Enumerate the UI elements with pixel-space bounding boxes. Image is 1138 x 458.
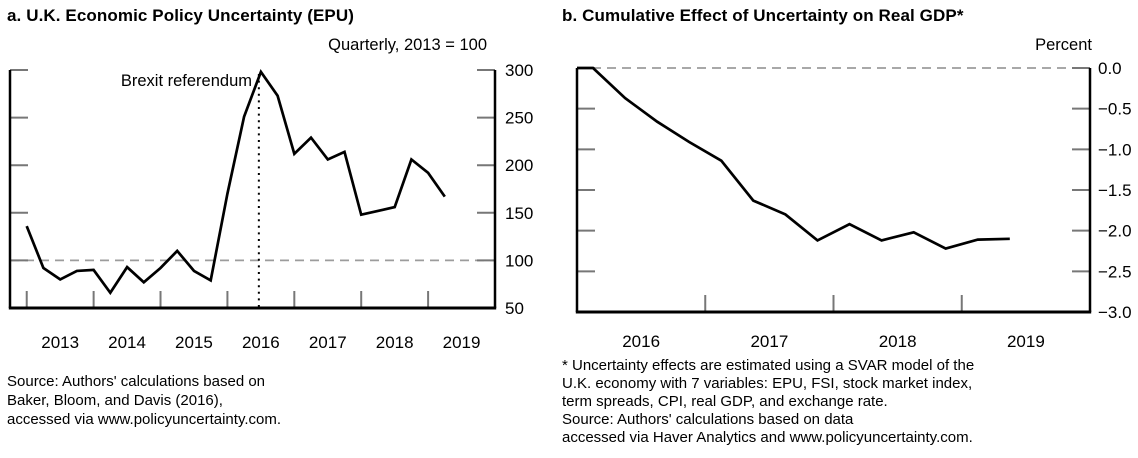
svg-text:250: 250	[505, 109, 533, 128]
svg-text:−2.5: −2.5	[1098, 262, 1132, 281]
svg-text:2015: 2015	[175, 333, 213, 352]
panel-b-title: b. Cumulative Effect of Uncertainty on R…	[562, 6, 964, 25]
epu-y-axis-labels: 300 250 200 150 100 50	[505, 61, 533, 318]
epu-axis-ticks	[10, 69, 495, 307]
svg-text:2014: 2014	[108, 333, 146, 352]
panel-a-title: a. U.K. Economic Policy Uncertainty (EPU…	[7, 6, 355, 25]
svg-text:200: 200	[505, 156, 533, 175]
gdp-data-line	[577, 66, 1010, 251]
svg-text:2019: 2019	[443, 333, 481, 352]
svg-text:300: 300	[505, 61, 533, 80]
svg-text:−1.5: −1.5	[1098, 181, 1132, 200]
svg-text:−1.0: −1.0	[1098, 140, 1132, 159]
svg-text:2016: 2016	[242, 333, 280, 352]
svg-text:50: 50	[505, 299, 524, 318]
gdp-y-axis-labels: 0.0 −0.5 −1.0 −1.5 −2.0 −2.5 −3.0	[1098, 59, 1132, 322]
svg-text:2018: 2018	[879, 332, 917, 351]
panel-b-source-note: * Uncertainty effects are estimated usin…	[562, 357, 975, 446]
svg-text:−3.0: −3.0	[1098, 303, 1132, 322]
svg-text:2016: 2016	[622, 332, 660, 351]
svg-text:2013: 2013	[41, 333, 79, 352]
svg-text:2018: 2018	[376, 333, 414, 352]
svg-text:100: 100	[505, 251, 533, 270]
epu-axis-spines	[8, 70, 497, 310]
svg-text:2017: 2017	[309, 333, 347, 352]
epu-x-axis-labels: 2013 2014 2015 2016 2017 2018 2019	[41, 333, 480, 352]
panel-a-units-label: Quarterly, 2013 = 100	[328, 36, 487, 54]
panel-b-units-label: Percent	[1035, 36, 1092, 54]
panel-a-source-note: Source: Authors' calculations based on B…	[7, 373, 281, 428]
gdp-axis-ticks	[577, 67, 1090, 311]
svg-text:−0.5: −0.5	[1098, 100, 1132, 119]
gdp-x-axis-labels: 2016 2017 2018 2019	[622, 332, 1045, 351]
svg-text:−2.0: −2.0	[1098, 222, 1132, 241]
svg-text:2019: 2019	[1007, 332, 1045, 351]
svg-text:2017: 2017	[750, 332, 788, 351]
gdp-axis-spines	[575, 68, 1092, 314]
brexit-referendum-annotation: Brexit referendum	[120, 72, 252, 90]
svg-text:0.0: 0.0	[1098, 59, 1122, 78]
svg-text:150: 150	[505, 204, 533, 223]
epu-data-line	[25, 69, 446, 296]
